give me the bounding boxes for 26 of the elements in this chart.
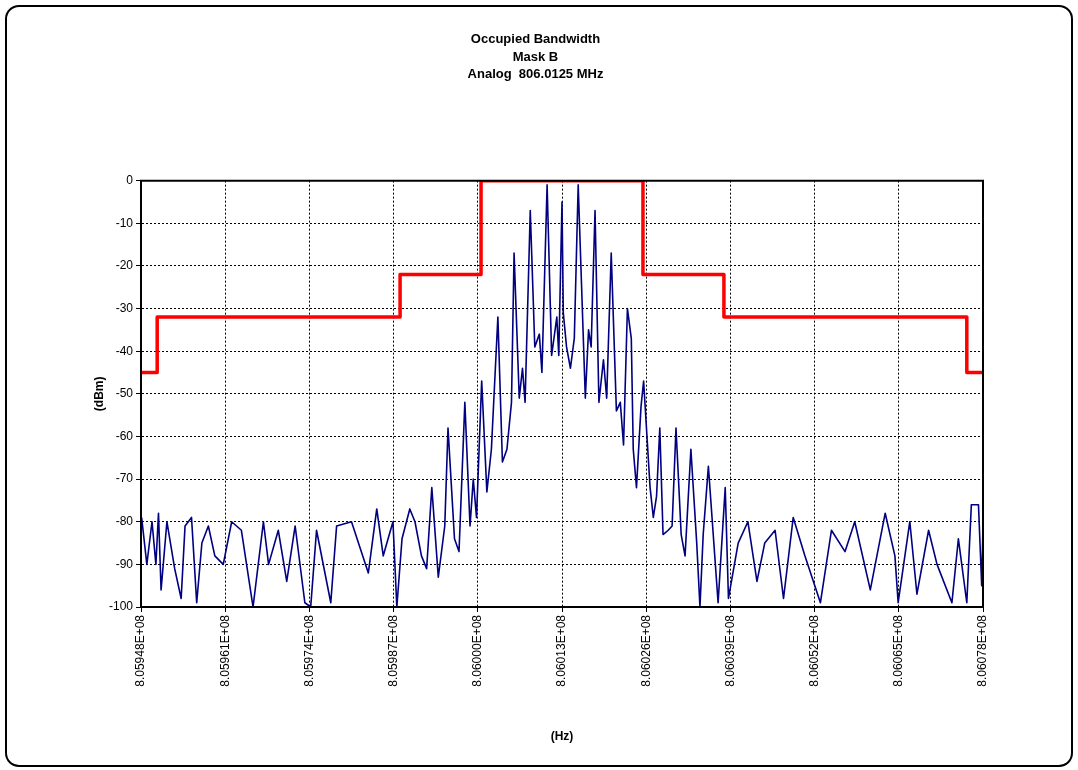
y-tick-label: -60 xyxy=(115,428,134,443)
x-tick-label: 8.06026E+08 xyxy=(638,614,653,687)
chart-subtitle: Mask B Analog 806.0125 MHz xyxy=(467,48,604,82)
y-axis-title: (dBm) xyxy=(91,376,106,412)
y-tick-label: -30 xyxy=(115,300,134,315)
x-tick-label: 8.06000E+08 xyxy=(470,614,485,687)
x-tick-label: 8.06052E+08 xyxy=(806,614,821,687)
y-tick-label: -20 xyxy=(115,258,134,273)
x-tick-label: 8.06013E+08 xyxy=(554,614,569,687)
y-tick-label: -100 xyxy=(108,599,134,614)
x-axis-title: (Hz) xyxy=(550,729,574,744)
y-tick-label: -50 xyxy=(115,386,134,401)
y-tick-label: 0 xyxy=(126,172,134,187)
x-tick-label: 8.05987E+08 xyxy=(385,614,400,687)
y-tick-label: -90 xyxy=(115,556,134,571)
x-tick-label: 8.06065E+08 xyxy=(891,614,906,687)
x-tick-label: 8.06078E+08 xyxy=(975,614,990,687)
x-tick-label: 8.05961E+08 xyxy=(217,614,232,687)
x-tick-label: 8.05974E+08 xyxy=(301,614,316,687)
x-tick-label: 8.05948E+08 xyxy=(133,614,148,687)
y-tick-label: -80 xyxy=(115,514,134,529)
y-tick-label: -40 xyxy=(115,343,134,358)
y-tick-label: -10 xyxy=(115,215,134,230)
x-tick-label: 8.06039E+08 xyxy=(722,614,737,687)
chart-title: Occupied Bandwidth xyxy=(470,31,601,47)
y-tick-label: -70 xyxy=(115,471,134,486)
